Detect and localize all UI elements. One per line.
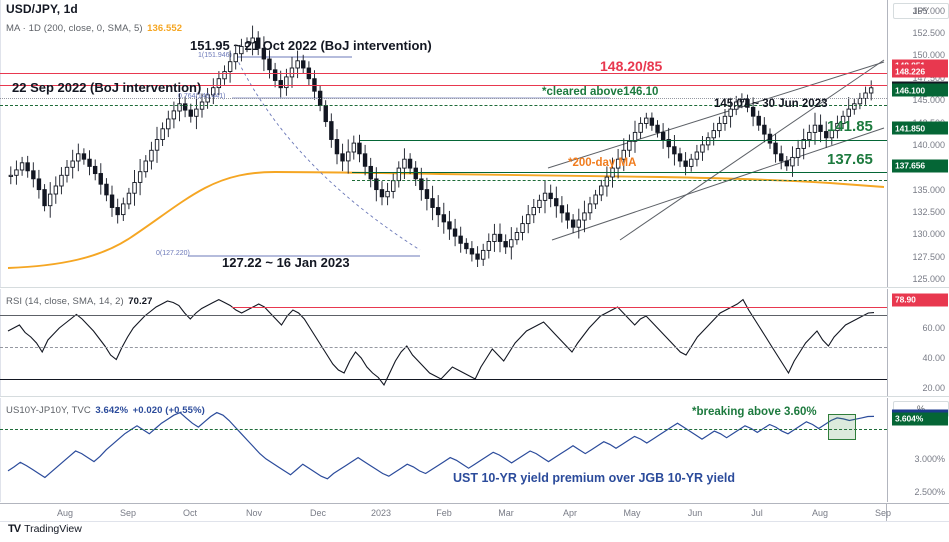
rsi-tick: 60.00	[922, 323, 945, 333]
price-scale[interactable]: JPY 155.000 152.500 150.000 147.500 145.000 1…	[887, 0, 949, 288]
rsi-pane[interactable]: RSI (14, close, SMA, 14, 2) 70.27 60.00 4…	[0, 289, 949, 397]
annotation-yield-caption: UST 10-YR yield premium over JGB 10-YR y…	[453, 471, 736, 485]
yield-pane[interactable]: US10Y-JP10Y, TVC 3.642% +0.020 (+0.55%) …	[0, 398, 949, 502]
price-badge: 141.850	[892, 121, 948, 135]
rsi-scale[interactable]: 60.00 40.00 20.00 78.90	[887, 289, 949, 397]
yield-level-360	[0, 429, 887, 430]
tradingview-logo-icon: TV	[8, 523, 21, 535]
price-plot[interactable]: 22 Sep 2022 (BoJ intervention) 151.95 ~ …	[0, 0, 887, 288]
price-scale-left-border	[887, 0, 888, 288]
level-line-137656	[352, 172, 887, 173]
annotation-jun-high: 145.07 ~ 30 Jun 2023	[714, 98, 828, 110]
level-line-fib-0764	[0, 98, 887, 99]
time-tick: Mar	[498, 508, 514, 518]
rsi-line	[7, 298, 875, 387]
yield-tick: 2.500%	[914, 487, 945, 498]
channel-lower-line	[551, 127, 885, 241]
rsi-plot-left-border	[0, 289, 1, 397]
time-tick: Apr	[562, 508, 578, 518]
rsi-level-70	[0, 315, 887, 316]
rsi-badge: 78.90	[892, 293, 948, 307]
yield-tick: 3.000%	[914, 453, 945, 464]
price-tick: 150.000	[912, 50, 945, 61]
time-tick: Jul	[751, 508, 763, 518]
annotation-cleared: *cleared above146.10	[542, 86, 659, 98]
annotation-breaking: *breaking above 3.60%	[692, 406, 817, 418]
price-series-svg	[7, 25, 885, 269]
level-line-146100	[0, 105, 887, 106]
annotation-peak: 151.95 ~ 21 Oct 2022 (BoJ intervention)	[190, 38, 432, 53]
yield-badge: 3.604%	[892, 412, 948, 426]
time-tick: Aug	[811, 508, 829, 518]
price-pane[interactable]: 22 Sep 2022 (BoJ intervention) 151.95 ~ …	[0, 0, 949, 288]
price-badge: 137.656	[892, 159, 948, 173]
price-tick: 147.500	[912, 72, 945, 83]
annotation-fib-0764: 0.764(146.441)	[178, 93, 226, 100]
tradingview-logo-text: TradingView	[24, 523, 82, 535]
rsi-level-7890	[232, 307, 887, 308]
time-tick: Feb	[436, 508, 452, 518]
time-tick: Sep	[119, 508, 137, 518]
annotation-fib-zero: 0(127.220)	[156, 250, 190, 257]
rsi-tick: 20.00	[922, 383, 945, 393]
annotation-ma200: *200-day MA	[568, 157, 637, 169]
rsi-pane-separator	[0, 396, 949, 397]
time-tick: Aug	[56, 508, 74, 518]
yield-spread-line	[7, 411, 875, 480]
annotation-level-137656: 137.65	[827, 151, 873, 168]
price-tick: 140.000	[912, 139, 945, 150]
level-line-141850	[360, 140, 887, 141]
price-tick: 145.000	[912, 95, 945, 106]
annotation-resistance-zone: 148.20/85	[600, 58, 663, 74]
time-axis[interactable]: Aug Sep Oct Nov Dec 2023 Feb Mar Apr May Jun Jul Aug…	[0, 503, 949, 522]
price-badge: 146.100	[892, 83, 948, 97]
fib-trend-guide	[235, 56, 421, 251]
channel-upper-line	[547, 61, 885, 169]
price-tick: 155.000	[912, 5, 945, 16]
time-tick: Oct	[182, 508, 198, 518]
level-line-148226	[0, 85, 887, 86]
yield-plot[interactable]: US10Y-JP10Y, TVC 3.642% +0.020 (+0.55%) …	[0, 398, 887, 502]
yield-breakout-highlight	[828, 414, 856, 440]
tradingview-watermark: TV TradingView	[8, 523, 82, 535]
price-pane-separator	[0, 287, 949, 288]
candle-series	[8, 25, 874, 267]
price-tick: 127.500	[912, 251, 945, 262]
rsi-level-30	[0, 379, 887, 380]
trendline-steep	[619, 59, 885, 241]
price-tick: 125.000	[912, 274, 945, 285]
price-tick: 132.500	[912, 206, 945, 217]
level-line-137656-dashed	[352, 180, 887, 181]
time-tick: Dec	[309, 508, 327, 518]
annotation-boj-sep: 22 Sep 2022 (BoJ intervention)	[12, 80, 202, 95]
yield-plot-left-border	[0, 398, 1, 502]
rsi-scale-left-border	[887, 289, 888, 397]
yield-scale-left-border	[887, 398, 888, 502]
rsi-level-50	[0, 347, 887, 348]
price-badge: 148.226	[892, 64, 948, 78]
yield-series-svg	[7, 411, 875, 480]
time-tick: Sep	[874, 508, 892, 518]
price-tick: 135.000	[912, 184, 945, 195]
annotation-fib-top: 1(151.946)	[198, 52, 232, 59]
level-line-148851	[0, 73, 887, 74]
time-tick: Nov	[245, 508, 263, 518]
rsi-series-svg	[7, 298, 875, 387]
price-tick: 152.500	[912, 28, 945, 39]
price-tick: 130.000	[912, 229, 945, 240]
price-scale-unit: JPY	[893, 3, 949, 19]
rsi-plot[interactable]: RSI (14, close, SMA, 14, 2) 70.27	[0, 289, 887, 397]
price-plot-left-border	[0, 0, 1, 288]
rsi-tick: 40.00	[922, 353, 945, 363]
time-tick: May	[623, 508, 641, 518]
time-tick: Jun	[687, 508, 703, 518]
time-tick: 2023	[370, 508, 392, 518]
time-axis-right-border	[886, 504, 887, 521]
yield-scale[interactable]: % 3.000%2.500% 3.642%3.604%	[887, 398, 949, 502]
annotation-level-141850: 141.85	[827, 118, 873, 135]
annotation-low: 127.22 ~ 16 Jan 2023	[222, 255, 350, 270]
